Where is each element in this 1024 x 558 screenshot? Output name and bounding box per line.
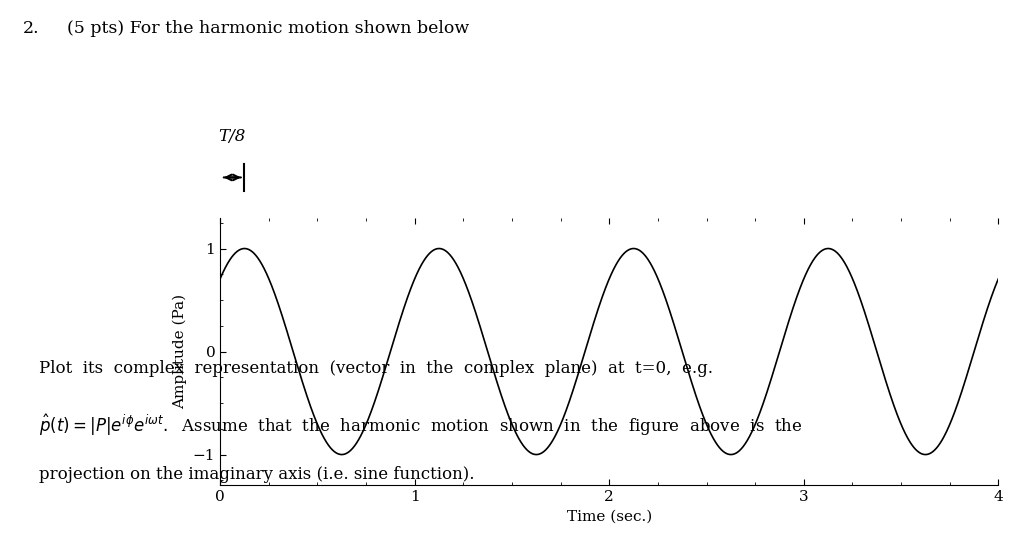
Text: (5 pts) For the harmonic motion shown below: (5 pts) For the harmonic motion shown be…: [67, 20, 469, 36]
X-axis label: Time (sec.): Time (sec.): [566, 510, 652, 524]
Text: Plot  its  complex  representation  (vector  in  the  complex  plane)  at  t=0, : Plot its complex representation (vector …: [39, 360, 713, 377]
Text: $\hat{p}(t)=|P|e^{i\phi}e^{i\omega t}$$.\ $ Assume  that  the  harmonic  motion : $\hat{p}(t)=|P|e^{i\phi}e^{i\omega t}$$.…: [39, 413, 803, 438]
Text: projection on the imaginary axis (i.e. sine function).: projection on the imaginary axis (i.e. s…: [39, 466, 474, 483]
Text: 2.: 2.: [23, 20, 39, 36]
Text: T/8: T/8: [219, 128, 246, 145]
Y-axis label: Amplitude (Pa): Amplitude (Pa): [173, 294, 187, 409]
